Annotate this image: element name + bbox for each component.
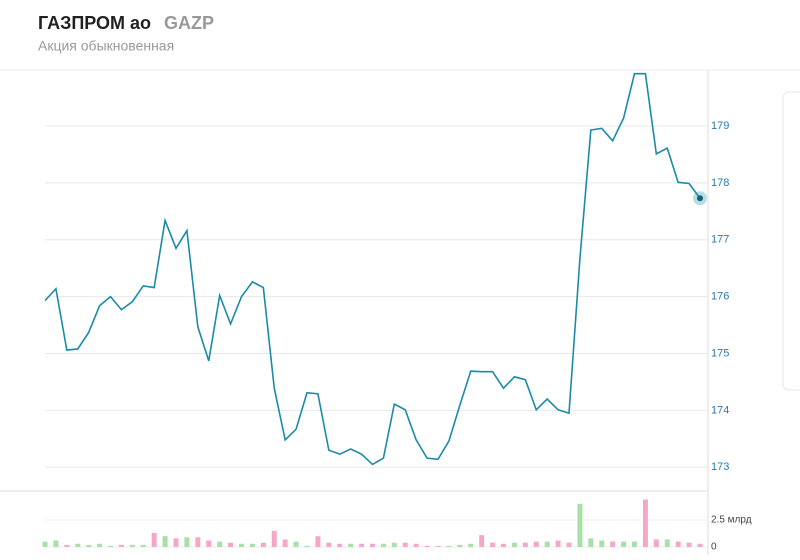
volume-bar — [326, 542, 332, 547]
volume-bar — [511, 542, 517, 547]
price-line — [44, 72, 701, 466]
volume-bar — [108, 545, 113, 547]
ticker: GAZP — [164, 13, 214, 33]
y-tick-label: 173 — [711, 461, 729, 473]
volume-bar — [686, 542, 692, 547]
volume-bar — [468, 543, 474, 547]
volume-bar — [118, 544, 124, 547]
volume-bar — [315, 536, 321, 547]
title: ГАЗПРОМ ао — [38, 13, 151, 33]
volume-bar — [479, 535, 485, 547]
volume-bar — [53, 540, 59, 547]
volume-bar — [282, 539, 288, 547]
volume-bar — [129, 544, 135, 547]
y-tick-label: 178 — [711, 177, 729, 189]
y-tick-label: 179 — [711, 120, 729, 132]
volume-bar — [97, 543, 103, 547]
volume-bar — [249, 543, 255, 547]
volume-bar — [293, 541, 299, 547]
y-tick-label: 0 — [711, 542, 717, 553]
volume-bar — [632, 541, 637, 547]
volume-bar — [446, 545, 452, 547]
volume-bar — [490, 542, 496, 547]
volume-bar — [457, 544, 463, 547]
volume-bar — [260, 542, 266, 547]
volume-bar — [86, 544, 92, 547]
volume-bar — [228, 542, 234, 547]
volume-bar — [140, 544, 146, 547]
volume-bar — [370, 543, 375, 547]
volume-bar — [206, 540, 212, 547]
volume-bar — [675, 541, 681, 547]
volume-bar — [271, 530, 277, 547]
volume-bar — [522, 542, 528, 547]
volume-bar — [413, 543, 419, 547]
volume-bar — [162, 536, 168, 547]
volume-bar — [533, 541, 539, 547]
volume-bar — [577, 503, 583, 547]
y-tick-label: 2.5 млрд — [711, 515, 752, 526]
volume-bar — [151, 532, 157, 547]
y-tick-label: 176 — [711, 291, 729, 303]
volume-bar — [304, 545, 310, 547]
volume-bar — [435, 545, 441, 547]
volume-bar — [642, 499, 648, 547]
y-tick-label: 177 — [711, 234, 729, 246]
volume-bar — [380, 543, 386, 547]
volume-bar — [64, 544, 70, 547]
volume-bar — [217, 541, 223, 547]
volume-bar — [424, 545, 430, 547]
volume-bar — [566, 542, 572, 547]
y-tick-label: 175 — [711, 347, 729, 359]
volume-bar — [75, 543, 81, 547]
volume-bar — [610, 541, 616, 547]
volume-bar — [653, 539, 659, 547]
volume-bar — [588, 538, 594, 547]
volume-bar — [664, 539, 670, 547]
subtitle: Акция обыкновенная — [38, 38, 174, 54]
volume-bar — [195, 537, 201, 547]
volume-bar — [555, 540, 561, 547]
volume-bar — [501, 543, 506, 547]
volume-bar — [173, 538, 179, 547]
volume-bar — [239, 543, 244, 547]
side-panel — [782, 91, 800, 391]
volume-bar — [544, 541, 550, 547]
volume-bar — [621, 541, 627, 547]
volume-bar — [359, 543, 365, 547]
volume-bar — [697, 543, 703, 547]
volume-bar — [42, 541, 48, 547]
y-tick-label: 174 — [711, 404, 729, 416]
volume-bar — [599, 540, 605, 547]
volume-bar — [337, 543, 343, 547]
last-point — [697, 195, 703, 202]
volume-bar — [391, 542, 397, 547]
volume-bar — [184, 537, 190, 547]
volume-bar — [348, 543, 354, 547]
volume-bar — [402, 542, 408, 547]
